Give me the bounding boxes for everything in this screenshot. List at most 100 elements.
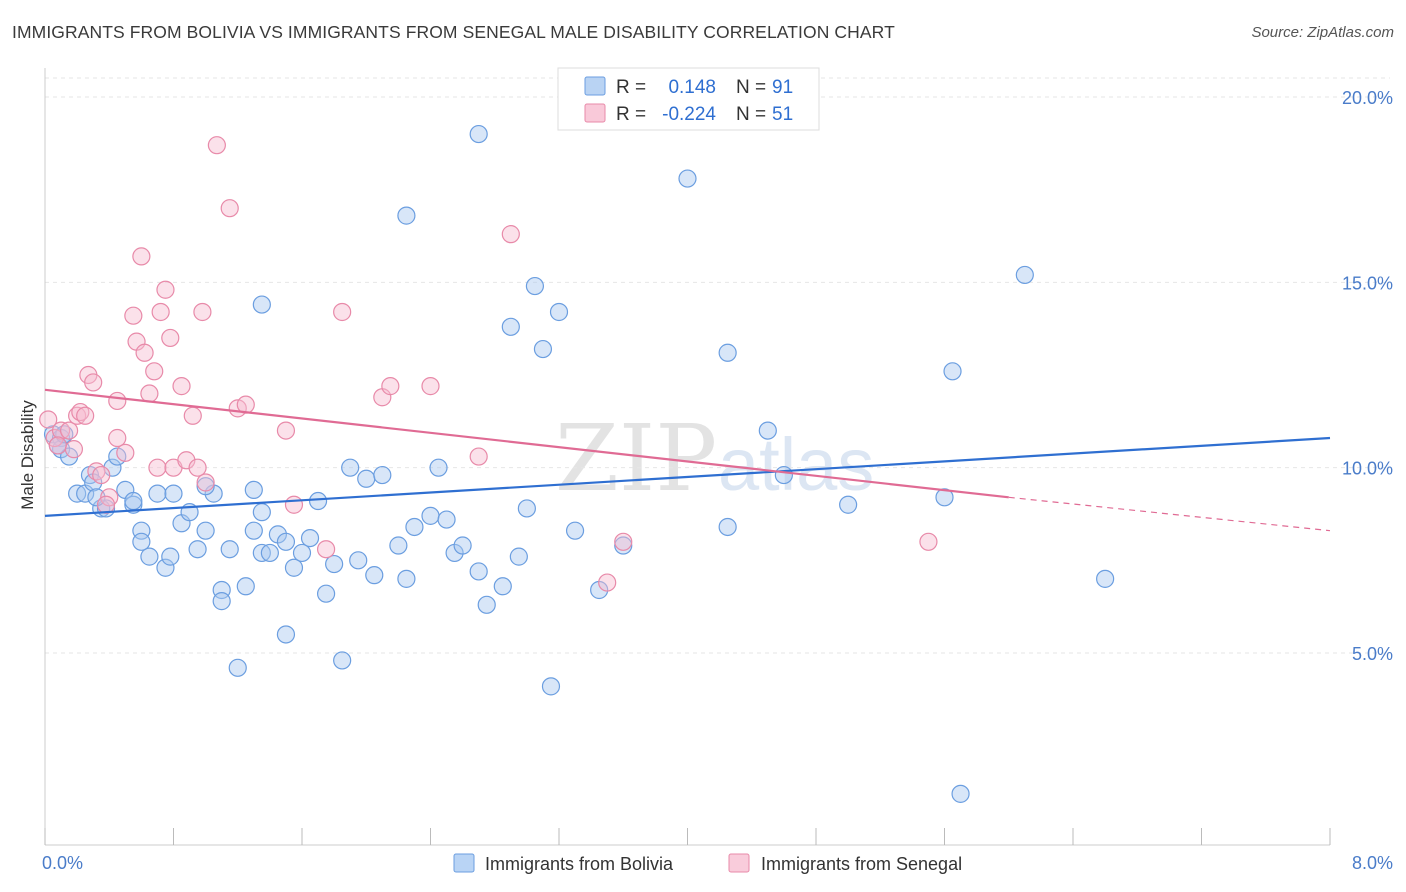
bolivia-point: [493, 577, 512, 596]
legend-label-bolivia: Immigrants from Bolivia: [485, 854, 674, 874]
senegal-point: [64, 440, 84, 459]
bolivia-point: [244, 521, 263, 540]
trend-lines: [44, 388, 1331, 532]
legend-swatch-bolivia-bottom: [453, 853, 475, 873]
bolivia-point: [501, 317, 520, 336]
y-tick-label: 5.0%: [1352, 644, 1393, 664]
bolivia-point: [349, 551, 368, 570]
x-ticks: [44, 828, 1331, 845]
senegal-point: [148, 458, 167, 477]
bolivia-point: [839, 495, 858, 514]
senegal-point: [39, 410, 58, 429]
bolivia-point: [325, 554, 344, 574]
legend-swatch-senegal-bottom: [728, 853, 750, 873]
bolivia-point: [220, 540, 239, 559]
bolivia-point: [87, 488, 106, 507]
legend-n-value-senegal: 51: [772, 104, 793, 125]
senegal-point: [124, 306, 143, 325]
senegal-point: [151, 302, 170, 322]
bolivia-point: [164, 484, 183, 503]
senegal-point: [501, 225, 520, 244]
bolivia-point: [1015, 265, 1034, 285]
bolivia-point: [188, 540, 207, 559]
bolivia-point: [357, 469, 376, 488]
bolivia-point: [284, 558, 304, 577]
bolivia-point: [469, 124, 488, 144]
bolivia-point: [148, 484, 167, 503]
bolivia-point: [525, 276, 545, 296]
series-senegal-points: [39, 136, 938, 592]
bolivia-point: [453, 536, 472, 555]
legend-r-label-senegal: R =: [616, 104, 646, 125]
bolivia-point: [397, 569, 416, 588]
senegal-point: [145, 362, 164, 381]
bolivia-point: [124, 491, 143, 511]
watermark: ZIP atlas: [555, 405, 874, 512]
bolivia-point: [228, 658, 247, 677]
legend-r-value-senegal: -0.224: [662, 104, 716, 125]
senegal-point: [193, 302, 212, 322]
source-label: Source: ZipAtlas.com: [1251, 24, 1394, 41]
senegal-point: [333, 302, 352, 322]
senegal-point: [276, 421, 296, 440]
senegal-point: [59, 421, 79, 440]
senegal-point: [84, 373, 103, 392]
bolivia-point: [212, 592, 231, 611]
watermark-zip: ZIP: [555, 405, 717, 512]
legend-n-label-bolivia: N =: [736, 77, 766, 98]
trend-line-senegal: [44, 388, 1009, 499]
bolivia-point: [140, 547, 159, 566]
senegal-point: [108, 391, 127, 411]
bolivia-point: [405, 517, 424, 537]
bolivia-point: [365, 566, 384, 585]
senegal-point: [76, 406, 95, 425]
bolivia-point: [437, 510, 456, 529]
bolivia-point: [421, 506, 440, 525]
senegal-point: [183, 406, 202, 425]
bolivia-point: [943, 362, 962, 381]
legend-n-value-bolivia: 91: [772, 77, 793, 98]
senegal-point: [421, 377, 440, 396]
senegal-point: [220, 199, 239, 218]
bolivia-point: [260, 543, 279, 563]
bolivia-point: [156, 558, 175, 577]
senegal-point: [96, 495, 116, 514]
trend-line-senegal-extension: [1008, 496, 1331, 532]
senegal-point: [598, 573, 617, 592]
bolivia-point: [300, 528, 320, 548]
legend-r-value-bolivia: 0.148: [668, 77, 716, 98]
senegal-point: [919, 532, 938, 551]
senegal-point: [116, 443, 135, 462]
legend-r-label-bolivia: R =: [616, 77, 646, 98]
bolivia-point: [236, 577, 255, 596]
y-axis-title: Male Disability: [18, 400, 37, 510]
senegal-point: [140, 384, 159, 403]
bolivia-point: [429, 458, 448, 477]
legend-n-label-senegal: N =: [736, 104, 766, 125]
bolivia-point: [161, 547, 180, 566]
senegal-point: [196, 473, 215, 492]
bolivia-point: [308, 491, 328, 511]
bolivia-point: [373, 465, 392, 485]
gridlines: [45, 77, 1390, 654]
bolivia-point: [678, 169, 697, 188]
senegal-point: [469, 447, 488, 466]
bolivia-point: [196, 521, 215, 540]
bolivia-point: [276, 532, 296, 551]
legend-swatch-bolivia: [584, 76, 606, 96]
senegal-point: [156, 280, 175, 299]
bolivia-point: [951, 784, 970, 803]
bolivia-point: [774, 465, 793, 485]
senegal-point: [316, 540, 336, 559]
bolivia-point: [252, 295, 271, 314]
bolivia-point: [935, 488, 954, 507]
bolivia-point: [276, 625, 296, 644]
x-tick-label-max: 8.0%: [1352, 853, 1393, 873]
bolivia-point: [333, 651, 352, 670]
x-tick-label-min: 0.0%: [42, 853, 83, 873]
bolivia-point: [341, 458, 360, 477]
senegal-point: [92, 465, 111, 485]
senegal-point: [161, 328, 180, 348]
senegal-point: [48, 436, 67, 455]
bolivia-point: [718, 343, 737, 362]
